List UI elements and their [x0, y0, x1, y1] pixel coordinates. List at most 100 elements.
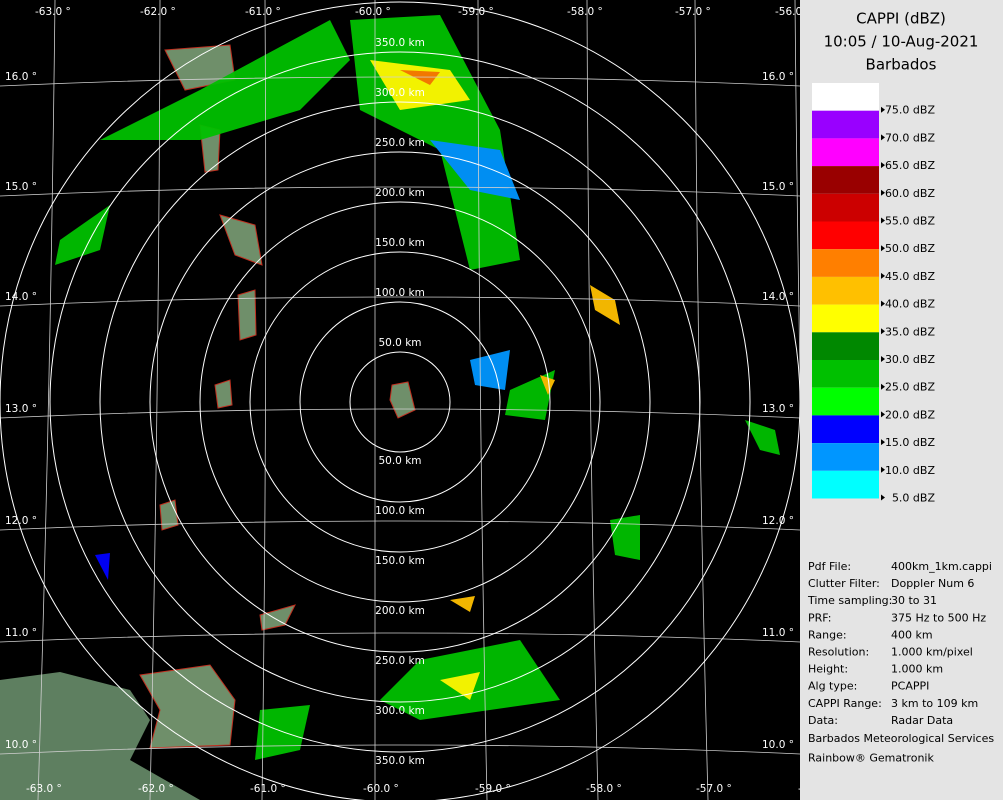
info-key: Time sampling:: [807, 594, 892, 607]
range-ring: [199, 201, 601, 603]
info-key: Resolution:: [808, 646, 869, 659]
parallel: [0, 186, 801, 197]
legend-tick: [881, 383, 885, 390]
legend-tick: [881, 134, 885, 141]
legend-tick: [881, 189, 885, 196]
meridian: [586, 0, 599, 800]
legend-tick: [881, 106, 885, 113]
lat-label: 14.0 °: [5, 291, 37, 303]
parallel: [0, 296, 801, 307]
range-label: 100.0 km: [375, 505, 425, 517]
info-key: Alg type:: [808, 680, 857, 693]
legend-label: 60.0 dBZ: [885, 187, 936, 200]
range-label: 150.0 km: [375, 237, 425, 249]
legend-label: 10.0 dBZ: [885, 464, 936, 477]
lat-label: 14.0 °: [762, 291, 794, 303]
footer-line: Rainbow® Gematronik: [808, 752, 934, 765]
range-label: 200.0 km: [375, 605, 425, 617]
legend-tick: [881, 328, 885, 335]
legend-tick: [881, 272, 885, 279]
info-value: Radar Data: [891, 714, 953, 727]
lat-label: 11.0 °: [5, 627, 37, 639]
info-key: Height:: [808, 663, 848, 676]
legend-label: 15.0 dBZ: [885, 436, 936, 449]
legend-swatch: [812, 166, 879, 194]
lon-label: -58.0 °: [567, 6, 603, 18]
product-time: 10:05 / 10-Aug-2021: [824, 33, 979, 51]
info-key: CAPPI Range:: [808, 697, 882, 710]
lat-label: 10.0 °: [762, 739, 794, 751]
land: [0, 44, 416, 800]
legend-label: 35.0 dBZ: [885, 325, 936, 338]
info-key: Data:: [808, 714, 838, 727]
legend-swatch: [812, 249, 879, 277]
range-ring: [349, 351, 451, 453]
legend-label: 40.0 dBZ: [885, 298, 936, 311]
legend-label: 70.0 dBZ: [885, 131, 936, 144]
legend-tick: [881, 494, 885, 501]
lon-label: -63.0 °: [26, 783, 62, 795]
footer-line: Barbados Meteorological Services: [808, 732, 994, 745]
info-key: PRF:: [808, 611, 831, 624]
legend-tick: [881, 217, 885, 224]
range-label: 300.0 km: [375, 705, 425, 717]
meridian: [261, 0, 267, 800]
range-ring: [149, 151, 651, 653]
lat-label: 12.0 °: [762, 515, 794, 527]
legend-label: 5.0 dBZ: [892, 492, 936, 505]
legend-tick: [881, 411, 885, 418]
info-key: Pdf File:: [808, 560, 851, 573]
meridian: [477, 0, 488, 800]
legend-label: 25.0 dBZ: [885, 381, 936, 394]
info-value: 375 Hz to 500 Hz: [891, 611, 986, 624]
legend-tick: [881, 300, 885, 307]
range-label: 250.0 km: [375, 655, 425, 667]
meridian: [37, 0, 56, 800]
lon-label: -62.0 °: [140, 6, 176, 18]
lon-label: -61.0 °: [250, 783, 286, 795]
legend-label: 20.0 dBZ: [885, 408, 936, 421]
info-value: 30 to 31: [891, 594, 937, 607]
lon-label: -58.0 °: [586, 783, 622, 795]
meridian: [149, 0, 161, 800]
legend-tick: [881, 356, 885, 362]
range-label: 100.0 km: [375, 287, 425, 299]
info-value: 1.000 km/pixel: [891, 646, 973, 659]
range-label: 50.0 km: [378, 455, 421, 467]
product-site: Barbados: [866, 56, 937, 74]
lat-label: 16.0 °: [5, 71, 37, 83]
lon-label: -59.0 °: [458, 6, 494, 18]
map-labels: -63.0 ° -63.0 ° -62.0 ° -62.0 ° -61.0 ° -61.0…: [5, 6, 834, 795]
lon-label: -61.0 °: [245, 6, 281, 18]
lon-label: -57.0 °: [696, 783, 732, 795]
range-label: 250.0 km: [375, 137, 425, 149]
legend-label: 75.0 dBZ: [885, 104, 936, 117]
range-label: 300.0 km: [375, 87, 425, 99]
lat-label: 13.0 °: [762, 403, 794, 415]
lat-label: 11.0 °: [762, 627, 794, 639]
info-value: PCAPPI: [891, 680, 929, 693]
range-label: 200.0 km: [375, 187, 425, 199]
legend-label: 45.0 dBZ: [885, 270, 936, 283]
legend-tick: [881, 466, 885, 473]
legend-swatch: [812, 443, 879, 471]
legend-swatch: [812, 415, 879, 444]
legend-tick: [881, 439, 885, 446]
lat-label: 15.0 °: [5, 181, 37, 193]
legend-swatch: [812, 304, 879, 333]
legend-swatch: [812, 360, 879, 388]
lat-label: 16.0 °: [762, 71, 794, 83]
lon-label: -60.0 °: [355, 6, 391, 18]
lon-label: -60.0 °: [363, 783, 399, 795]
lat-label: 10.0 °: [5, 739, 37, 751]
parallel: [0, 76, 801, 87]
range-label: 350.0 km: [375, 37, 425, 49]
legend-swatch: [812, 138, 879, 167]
parallel: [0, 408, 801, 419]
legend-swatch: [812, 221, 879, 250]
legend-swatch: [812, 193, 879, 222]
legend-tick: [881, 162, 885, 169]
range-label: 350.0 km: [375, 755, 425, 767]
